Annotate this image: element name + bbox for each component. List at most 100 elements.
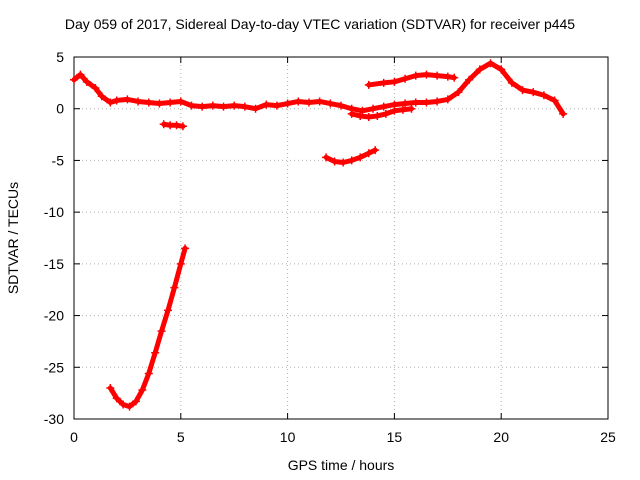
- data-point: [356, 153, 365, 162]
- data-point: [159, 120, 168, 129]
- data-point: [131, 397, 140, 406]
- y-tick-label: -25: [44, 359, 64, 375]
- data-point: [181, 244, 190, 253]
- data-point: [106, 98, 115, 107]
- plot-frame: [73, 56, 609, 420]
- data-point: [219, 102, 228, 111]
- data-point: [144, 369, 153, 378]
- y-tick-label: 5: [56, 49, 64, 65]
- data-point: [198, 102, 207, 111]
- data-point: [176, 97, 185, 106]
- data-point: [97, 92, 106, 101]
- y-tick-label: -5: [52, 152, 65, 168]
- data-point: [559, 109, 568, 118]
- data-point: [187, 101, 196, 110]
- data-point: [157, 327, 166, 336]
- data-point: [155, 99, 164, 108]
- axis-ticks: 0 5 10 15 20 25 -30 -25 -20 -15 -10 -5 0 5: [44, 49, 616, 445]
- data-point: [337, 101, 345, 110]
- data-point: [322, 153, 331, 162]
- data-point: [112, 394, 121, 403]
- y-axis-label: SDTVAR / TECUs: [5, 182, 21, 294]
- data-point: [170, 283, 179, 292]
- series-dip-segment: [347, 104, 416, 121]
- data-point: [112, 96, 121, 105]
- x-tick-label: 0: [70, 429, 78, 445]
- data-point: [151, 348, 160, 357]
- data-point: [379, 78, 388, 87]
- data-point: [326, 99, 335, 108]
- data-point: [433, 71, 442, 80]
- data-point: [339, 158, 348, 167]
- data-point: [358, 106, 367, 115]
- data-point: [411, 71, 420, 80]
- data-point: [82, 77, 91, 86]
- data-point: [208, 101, 217, 110]
- data-point: [347, 156, 356, 165]
- data-point: [475, 65, 484, 74]
- data-point: [240, 102, 249, 111]
- series-trace: [107, 245, 188, 410]
- series-trace: [71, 60, 566, 117]
- data-point: [518, 86, 527, 95]
- x-tick-label: 25: [600, 429, 616, 445]
- data-point: [178, 122, 187, 131]
- data-point: [330, 157, 339, 166]
- data-point: [411, 98, 420, 107]
- chart-title: Day 059 of 2017, Sidereal Day-to-day VTE…: [64, 16, 576, 32]
- data-point: [465, 75, 474, 84]
- data-point: [347, 109, 356, 118]
- data-point: [119, 400, 128, 409]
- data-point: [450, 73, 459, 82]
- data-point: [172, 121, 181, 130]
- data-point: [315, 97, 324, 106]
- data-point: [422, 98, 431, 107]
- y-tick-label: -30: [44, 411, 64, 427]
- data-point: [125, 402, 134, 411]
- data-point: [497, 65, 506, 74]
- data-point: [407, 104, 416, 113]
- data-point: [91, 84, 100, 93]
- data-point: [262, 100, 271, 109]
- x-axis-label: GPS time / hours: [288, 457, 395, 473]
- y-tick-label: -20: [44, 308, 64, 324]
- series-main-trace: [70, 59, 568, 118]
- series-deep-trough: [106, 244, 190, 411]
- y-tick-label: -15: [44, 256, 64, 272]
- y-tick-label: -10: [44, 204, 64, 220]
- data-point: [106, 383, 115, 392]
- data-point: [251, 104, 260, 113]
- data-point: [433, 97, 442, 106]
- data-point: [539, 91, 548, 100]
- data-point: [401, 99, 410, 108]
- data-point: [529, 88, 538, 97]
- data-point: [379, 102, 388, 111]
- series-negative-segment-12h: [322, 146, 380, 167]
- data-point: [364, 149, 373, 158]
- data-point: [230, 101, 239, 110]
- data-point: [356, 111, 365, 120]
- data-point: [144, 98, 153, 107]
- data-point: [373, 111, 382, 120]
- data-point: [454, 88, 463, 97]
- data-point: [398, 105, 407, 114]
- data-point: [138, 386, 147, 395]
- data-point: [364, 112, 373, 121]
- data-point: [272, 101, 281, 110]
- x-tick-label: 5: [177, 429, 185, 445]
- data-point: [486, 59, 495, 68]
- data-point: [390, 106, 399, 115]
- series-upper-segment: [364, 70, 459, 89]
- data-point: [70, 75, 78, 84]
- data-point: [166, 98, 175, 107]
- data-point: [401, 74, 410, 83]
- data-point: [163, 306, 172, 315]
- data-point: [381, 109, 390, 118]
- data-point: [369, 104, 378, 113]
- data-point: [443, 72, 452, 81]
- data-point: [390, 77, 399, 86]
- data-point: [294, 97, 303, 106]
- data-point: [76, 70, 85, 79]
- y-tick-label: 0: [56, 101, 64, 117]
